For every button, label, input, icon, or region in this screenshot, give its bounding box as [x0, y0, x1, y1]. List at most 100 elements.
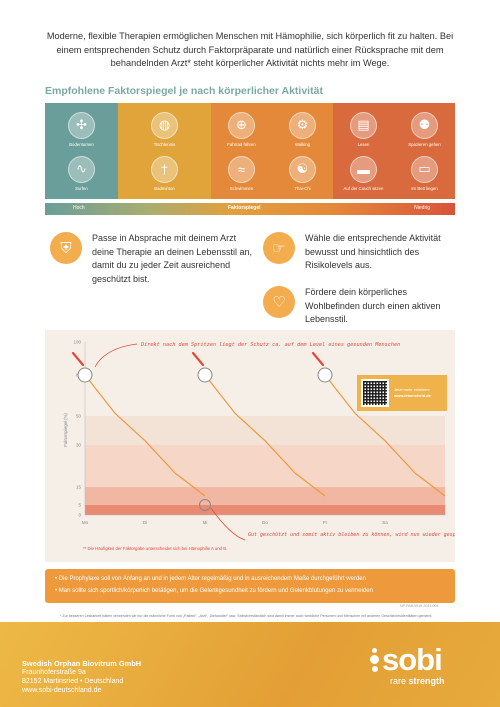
- tip-text: Passe in Absprache mit deinem Arzt deine…: [92, 233, 252, 284]
- summary-box: • Die Prophylaxe soll von Anfang an und …: [45, 569, 455, 603]
- activity-item: ⚙ Walking: [278, 111, 328, 147]
- bed-icon: ▭: [411, 155, 438, 183]
- intro-line-2: Bei einem entsprechenden Schutz durch Fa…: [56, 31, 454, 68]
- activity-group-medium-high: ◍ Tischtennis † Badminton: [118, 103, 211, 199]
- series-line: [324, 374, 446, 497]
- spectrum-low-label: Niedrig: [414, 205, 430, 211]
- series-line: [84, 374, 206, 497]
- factor-level-chart: 0515305080100Faktorspiegel (%)MoDiMiDoFr…: [45, 330, 455, 562]
- bicycle-icon: ⊕: [228, 111, 255, 139]
- qr-card[interactable]: Jetzt mehr erfahren: www.lebensheld.de: [357, 375, 447, 411]
- activity-item: † Badminton: [140, 155, 190, 191]
- activity-label: Fahrrad fahren: [227, 141, 256, 147]
- syringe-icon: [191, 351, 205, 367]
- stroll-icon: ⚉: [411, 111, 438, 139]
- injection-marker: [317, 367, 333, 383]
- gymnast-icon: ✣: [68, 111, 95, 139]
- logo-tag-bold: strength: [408, 676, 445, 686]
- tip-activity: ☞ Wähle die entsprechende Aktivität bewu…: [263, 232, 463, 273]
- band-15-30: [85, 445, 445, 487]
- logo-dots-icon: [370, 648, 379, 672]
- injection-marker: [77, 367, 93, 383]
- x-tick-label: Mo: [82, 520, 89, 525]
- logo-tagline: rare strength: [390, 676, 445, 686]
- annotation-bottom: Gut geschützt und somit aktiv bleiben zu…: [248, 532, 455, 538]
- activity-item: ◍ Tischtennis: [140, 111, 190, 147]
- couch-icon: ▬: [350, 155, 377, 183]
- summary-item: • Man sollte sich sportlich/körperlich b…: [55, 588, 373, 594]
- activity-label: Badminton: [154, 185, 175, 191]
- injection-marker: [197, 367, 213, 383]
- document-id: NP-FAB-0019-2023-001: [400, 604, 439, 608]
- activity-panel: ✣ Bodenturnen ∿ Surfen ◍ Tischtennis † B…: [45, 103, 455, 199]
- band-0-5: [85, 505, 445, 515]
- x-tick-label: Do: [262, 520, 268, 525]
- qr-code[interactable]: [361, 379, 389, 407]
- syringe-icon: [311, 351, 325, 367]
- activity-label: Surfen: [75, 185, 88, 191]
- qr-card-text: Jetzt mehr erfahren: www.lebensheld.de: [394, 387, 431, 399]
- company-city: 82152 Martinsried • Deutschland: [22, 678, 124, 685]
- summary-item: • Die Prophylaxe soll von Anfang an und …: [55, 576, 366, 582]
- activity-label: Spazieren gehen: [408, 141, 441, 147]
- activity-label: Auf der Couch sitzen: [343, 185, 384, 191]
- tip-text: Wähle die entsprechende Aktivität bewuss…: [305, 233, 441, 270]
- syringe-icon: [71, 351, 85, 367]
- activity-label: Tischtennis: [153, 141, 176, 147]
- spectrum-title: Faktorspiegel: [228, 205, 261, 211]
- company-street: Fraunhoferstraße 9a: [22, 669, 86, 676]
- intro-text: Moderne, flexible Therapien ermöglichen …: [40, 30, 460, 71]
- activity-label: Bodenturnen: [69, 141, 94, 147]
- activity-group-low: ▤ Lesen ⚉ Spazieren gehen ▬ Auf der Couc…: [333, 103, 455, 199]
- tip-wellbeing: ♡ Fördere dein körperliches Wohlbefinden…: [263, 286, 463, 327]
- x-tick-label: Fr: [323, 520, 328, 525]
- chart-footnote: ** Die Häufigkeit der Faktorgabe untersc…: [83, 546, 228, 551]
- activity-label: Thai-Chi: [294, 185, 311, 191]
- activity-group-high: ✣ Bodenturnen ∿ Surfen: [45, 103, 118, 199]
- disclaimer: * Zur besseren Lesbarkeit haben verwende…: [60, 614, 433, 618]
- section-title: Empfohlene Faktorspiegel je nach körperl…: [45, 85, 323, 97]
- company-name: Swedish Orphan Biovitrum GmbH: [22, 659, 142, 668]
- y-tick-label: 100: [73, 340, 81, 345]
- heart-icon: ♡: [263, 286, 295, 318]
- activity-item: ▭ Im Bett liegen: [400, 155, 450, 191]
- x-tick-label: Di: [143, 520, 147, 525]
- activity-item: ⚉ Spazieren gehen: [400, 111, 450, 147]
- activity-item: ☯ Thai-Chi: [278, 155, 328, 191]
- book-icon: ▤: [350, 111, 377, 139]
- y-axis-label: Faktorspiegel (%): [63, 413, 68, 447]
- tip-text: Fördere dein körperliches Wohlbefinden d…: [305, 287, 441, 324]
- activity-item: ⊕ Fahrrad fahren: [217, 111, 267, 147]
- y-tick-label: 30: [76, 443, 82, 448]
- sobi-logo: sobi rare strength: [370, 644, 445, 686]
- summary-text: Man sollte sich sportlich/körperlich bet…: [58, 588, 373, 594]
- logo-wordmark: sobi: [370, 644, 445, 676]
- y-tick-label: 50: [76, 414, 82, 419]
- y-tick-label: 15: [76, 485, 82, 490]
- surfer-icon: ∿: [68, 155, 95, 183]
- activity-item: ∿ Surfen: [57, 155, 107, 191]
- pointing-hand-icon: ☞: [263, 232, 295, 264]
- qr-card-url[interactable]: www.lebensheld.de: [394, 393, 431, 398]
- logo-tag-light: rare: [390, 676, 407, 686]
- intro-line-1: Moderne, flexible Therapien ermöglichen …: [46, 31, 438, 41]
- swimming-icon: ≈: [228, 155, 255, 183]
- summary-text: Die Prophylaxe soll von Anfang an und in…: [58, 576, 366, 582]
- logo-word: sobi: [382, 642, 443, 677]
- footer: Swedish Orphan Biovitrum GmbH Fraunhofer…: [0, 622, 500, 707]
- activity-group-medium: ⊕ Fahrrad fahren ⚙ Walking ≈ Schwimmen ☯…: [211, 103, 333, 199]
- activity-item: ✣ Bodenturnen: [57, 111, 107, 147]
- company-website[interactable]: www.sobi-deutschland.de: [22, 687, 102, 694]
- low-point-marker: [199, 499, 211, 511]
- chart-svg: 0515305080100Faktorspiegel (%)MoDiMiDoFr…: [63, 340, 455, 541]
- series-line: [204, 374, 326, 497]
- annotation-arrow: [94, 343, 138, 368]
- tai-chi-icon: ☯: [289, 155, 316, 183]
- x-tick-label: Sa: [382, 520, 388, 525]
- activity-item: ▤ Lesen: [339, 111, 389, 147]
- annotation-top: Direkt nach dem Spritzen liegt der Schut…: [140, 342, 400, 348]
- factor-level-spectrum: Hoch Faktorspiegel Niedrig: [45, 203, 455, 215]
- company-address: Swedish Orphan Biovitrum GmbH Fraunhofer…: [22, 659, 141, 695]
- y-tick-label: 5: [78, 503, 81, 508]
- annotation-arrow: [210, 507, 246, 541]
